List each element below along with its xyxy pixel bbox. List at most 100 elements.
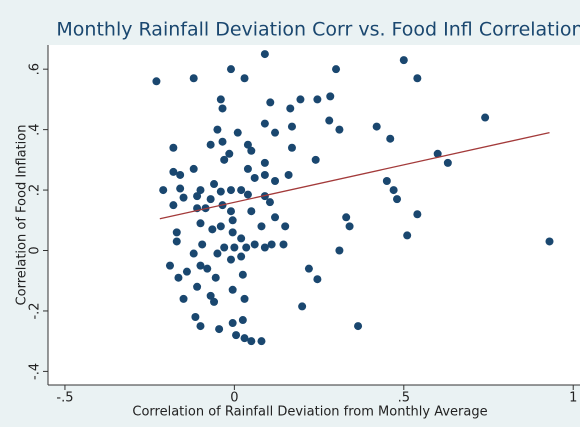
point: [335, 125, 344, 134]
point: [332, 65, 341, 74]
point: [443, 158, 452, 167]
point: [286, 104, 295, 113]
point: [481, 113, 490, 122]
point: [226, 65, 235, 74]
point: [250, 173, 259, 182]
point: [196, 186, 205, 195]
point: [260, 243, 269, 252]
point: [218, 104, 227, 113]
point: [226, 255, 235, 264]
y-tick-label: 0: [28, 246, 43, 254]
point: [216, 222, 225, 231]
point: [313, 275, 322, 284]
point: [257, 337, 266, 346]
point: [213, 249, 222, 258]
point: [215, 325, 224, 334]
point: [228, 216, 237, 225]
point: [265, 198, 274, 207]
point: [433, 149, 442, 158]
point: [313, 95, 322, 104]
x-axis-label: Correlation of Rainfall Deviation from M…: [132, 405, 487, 420]
point: [220, 155, 229, 164]
point: [403, 231, 412, 240]
point: [271, 128, 280, 137]
point: [247, 207, 256, 216]
plot-area: [48, 45, 580, 385]
y-tick-label: .2: [28, 184, 43, 196]
point: [386, 134, 395, 143]
point: [226, 186, 235, 195]
point: [220, 243, 229, 252]
point: [206, 291, 215, 300]
point: [179, 193, 188, 202]
point: [238, 270, 247, 279]
chart-title: Monthly Rainfall Deviation Corr vs. Food…: [56, 19, 580, 41]
x-tick-label: -.5: [56, 391, 73, 406]
point: [238, 316, 247, 325]
point: [216, 95, 225, 104]
point: [266, 98, 275, 107]
point: [176, 170, 185, 179]
point: [226, 207, 235, 216]
point: [382, 177, 391, 185]
point: [208, 225, 217, 234]
point: [230, 243, 239, 252]
point: [247, 337, 256, 346]
point: [243, 140, 252, 149]
point: [267, 240, 276, 249]
point: [176, 184, 185, 193]
point: [218, 137, 227, 146]
point: [298, 302, 307, 311]
point: [193, 192, 202, 201]
point: [287, 143, 296, 152]
point: [206, 195, 215, 204]
point: [206, 140, 215, 149]
point: [210, 180, 219, 189]
point: [335, 246, 344, 255]
point: [172, 237, 181, 246]
point: [281, 222, 290, 231]
y-tick-label: -.2: [28, 302, 43, 319]
point: [372, 122, 381, 131]
fit-line: [159, 132, 550, 220]
point: [179, 294, 188, 303]
point: [232, 331, 241, 340]
point: [198, 240, 207, 249]
point: [237, 234, 246, 243]
point: [345, 222, 354, 231]
point: [240, 294, 249, 303]
point: [196, 261, 205, 270]
point: [189, 74, 198, 83]
point: [243, 164, 252, 173]
point: [260, 50, 269, 59]
point: [225, 149, 234, 158]
y-tick-label: .6: [28, 63, 43, 75]
point: [342, 213, 351, 222]
point: [213, 125, 222, 134]
point: [240, 334, 249, 343]
point: [413, 210, 422, 219]
point: [389, 186, 398, 195]
point: [545, 237, 554, 246]
point: [311, 155, 320, 164]
point: [243, 190, 252, 199]
point: [250, 240, 259, 249]
point: [413, 74, 422, 83]
point: [326, 92, 335, 101]
point: [242, 243, 251, 252]
y-tick-label: .4: [28, 123, 43, 135]
point: [260, 170, 269, 179]
point: [233, 128, 242, 137]
point: [196, 219, 205, 228]
point: [189, 164, 198, 173]
point: [169, 201, 178, 210]
point: [216, 187, 225, 196]
point: [304, 264, 313, 273]
point: [169, 167, 178, 176]
point: [247, 146, 256, 155]
point: [165, 261, 174, 270]
point: [271, 213, 280, 222]
point: [284, 170, 293, 179]
point: [271, 177, 280, 185]
x-tick-label: 0: [230, 391, 238, 406]
